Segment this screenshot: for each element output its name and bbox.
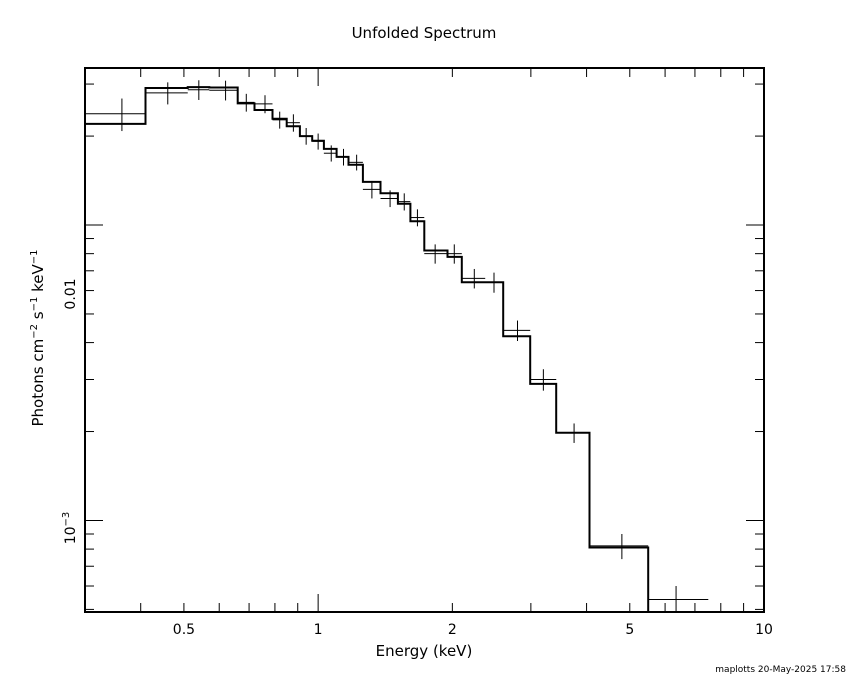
- data-point: [447, 244, 462, 264]
- data-point: [530, 369, 557, 391]
- x-tick-label: 10: [755, 622, 773, 638]
- data-point: [380, 190, 398, 208]
- data-point: [272, 111, 287, 129]
- data-point: [461, 268, 486, 289]
- footer-stamp: maplotts 20-May-2025 17:58: [715, 665, 846, 675]
- data-point: [362, 180, 381, 199]
- x-tick-label: 5: [625, 622, 634, 638]
- x-axis-ticks: [84, 68, 765, 612]
- x-tick-label: 0.5: [173, 622, 195, 638]
- data-point: [397, 193, 411, 211]
- data-point: [424, 244, 448, 264]
- data-point: [503, 320, 531, 341]
- data-point: [145, 82, 188, 105]
- data-point: [286, 114, 300, 132]
- x-axis-label: Energy (keV): [376, 642, 473, 660]
- x-tick-label: 2: [448, 622, 457, 638]
- data-point: [485, 272, 504, 293]
- data-point: [187, 80, 210, 100]
- data-crosses: [85, 80, 709, 612]
- data-point: [348, 154, 363, 171]
- data-point: [410, 209, 425, 227]
- data-point: [299, 128, 313, 145]
- data-point: [209, 80, 238, 101]
- y-tick-label: 10−3: [61, 512, 79, 545]
- data-point: [85, 98, 146, 132]
- x-axis-tick-labels: 0.5 1 2 5 10: [173, 622, 773, 638]
- data-point: [254, 95, 273, 114]
- data-point: [323, 145, 337, 162]
- data-point: [556, 423, 590, 443]
- data-point: [589, 533, 649, 560]
- chart-title: Unfolded Spectrum: [352, 24, 497, 42]
- x-tick-label: 1: [314, 622, 323, 638]
- data-point: [237, 93, 255, 112]
- plot-frame: [84, 67, 765, 613]
- data-point: [648, 586, 709, 612]
- data-point: [312, 133, 324, 150]
- data-point: [336, 148, 349, 166]
- model-step-line: [85, 86, 709, 613]
- y-tick-label: 0.01: [63, 278, 79, 309]
- y-axis-ticks: [85, 83, 764, 610]
- y-axis-label: Photons cm−2 s−1 keV−1: [29, 249, 47, 426]
